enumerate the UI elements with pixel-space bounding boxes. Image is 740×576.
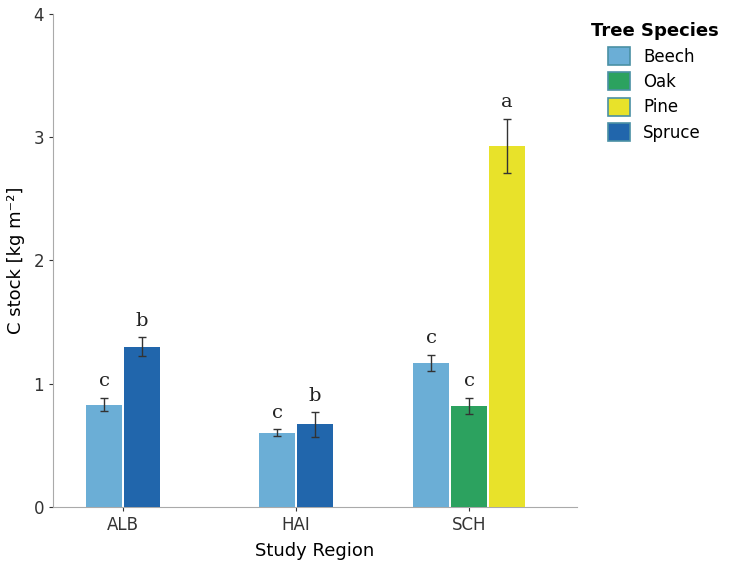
Bar [451,406,487,507]
Text: b: b [309,386,321,404]
Bar [297,425,333,507]
Text: c: c [272,404,283,422]
Text: c: c [98,373,110,391]
Text: c: c [425,329,437,347]
Bar [414,363,449,507]
Y-axis label: C stock [kg m⁻²]: C stock [kg m⁻²] [7,187,25,334]
Text: a: a [501,93,513,111]
Legend: Beech, Oak, Pine, Spruce: Beech, Oak, Pine, Spruce [591,22,719,142]
X-axis label: Study Region: Study Region [255,542,374,560]
Text: c: c [463,373,474,391]
Bar [87,404,122,507]
Bar [489,146,525,507]
Text: b: b [136,312,148,330]
Bar [259,433,295,507]
Bar [124,347,160,507]
